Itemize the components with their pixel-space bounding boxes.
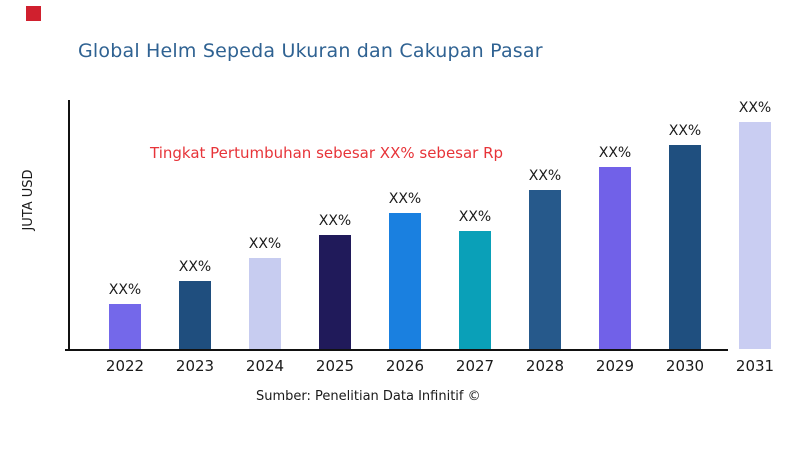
plot-area: XX% 2022 XX% 2023 XX% 2024 XX% 2025 XX% 2026 XX% 20… xyxy=(65,100,791,386)
x-tick-label-2030: 2030 xyxy=(665,357,705,375)
brand-mark xyxy=(26,6,41,21)
x-tick-label-2024: 2024 xyxy=(245,357,285,375)
bar-2027 xyxy=(459,231,491,349)
source-caption: Sumber: Penelitian Data Infinitif © xyxy=(256,389,481,404)
bar-2029 xyxy=(599,167,631,349)
bar-2031 xyxy=(739,122,771,349)
bar-value-label-2027: XX% xyxy=(458,209,492,225)
y-axis-line xyxy=(68,100,70,351)
chart-title: Global Helm Sepeda Ukuran dan Cakupan Pa… xyxy=(78,40,543,62)
bar-2023 xyxy=(179,281,211,349)
bar-value-label-2023: XX% xyxy=(178,259,212,275)
bar-2030 xyxy=(669,145,701,349)
x-tick-label-2029: 2029 xyxy=(595,357,635,375)
x-tick-label-2023: 2023 xyxy=(175,357,215,375)
bar-value-label-2031: XX% xyxy=(738,100,772,116)
bar-2028 xyxy=(529,190,561,349)
bar-2026 xyxy=(389,213,421,349)
bar-value-label-2029: XX% xyxy=(598,145,632,161)
x-tick-label-2025: 2025 xyxy=(315,357,355,375)
bar-value-label-2025: XX% xyxy=(318,213,352,229)
bar-value-label-2028: XX% xyxy=(528,168,562,184)
x-axis-line xyxy=(65,349,728,351)
x-tick-label-2031: 2031 xyxy=(735,357,775,375)
x-tick-label-2027: 2027 xyxy=(455,357,495,375)
bar-value-label-2024: XX% xyxy=(248,236,282,252)
x-tick-label-2026: 2026 xyxy=(385,357,425,375)
bar-2025 xyxy=(319,235,351,349)
bar-value-label-2030: XX% xyxy=(668,123,702,139)
x-tick-label-2022: 2022 xyxy=(105,357,145,375)
x-tick-label-2028: 2028 xyxy=(525,357,565,375)
bar-2024 xyxy=(249,258,281,349)
y-axis-label: JUTA USD xyxy=(21,169,36,231)
growth-annotation: Tingkat Pertumbuhan sebesar XX% sebesar … xyxy=(150,144,504,162)
bar-2022 xyxy=(109,304,141,349)
bar-value-label-2022: XX% xyxy=(108,282,142,298)
bar-value-label-2026: XX% xyxy=(388,191,422,207)
